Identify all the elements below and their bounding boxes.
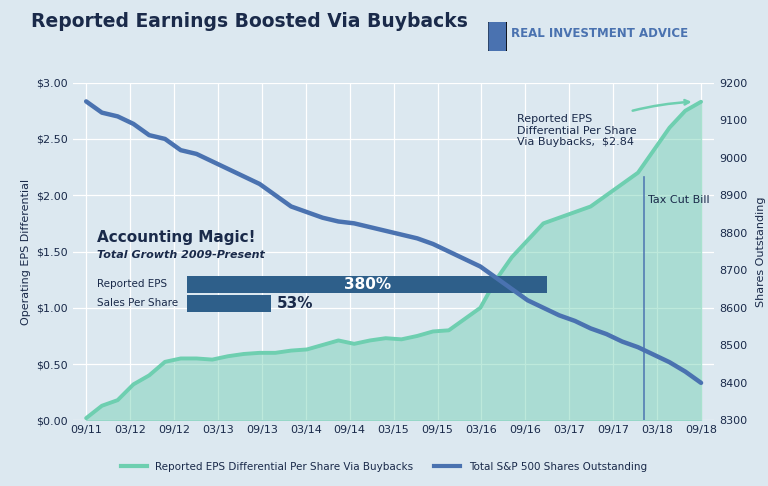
Text: Reported EPS: Reported EPS: [97, 279, 167, 289]
Text: REAL INVESTMENT ADVICE: REAL INVESTMENT ADVICE: [511, 27, 688, 40]
Y-axis label: Shares Outstanding: Shares Outstanding: [756, 196, 766, 307]
Text: Total Growth 2009-Present: Total Growth 2009-Present: [97, 250, 265, 260]
Text: Reported EPS
Differential Per Share
Via Buybacks,  $2.84: Reported EPS Differential Per Share Via …: [517, 100, 689, 147]
Legend: Reported EPS Differential Per Share Via Buybacks, Total S&P 500 Shares Outstandi: Reported EPS Differential Per Share Via …: [117, 458, 651, 476]
FancyBboxPatch shape: [488, 20, 507, 52]
Text: Reported Earnings Boosted Via Buybacks: Reported Earnings Boosted Via Buybacks: [31, 12, 468, 31]
Text: 53%: 53%: [277, 296, 313, 311]
Y-axis label: Operating EPS Differential: Operating EPS Differential: [21, 178, 31, 325]
Text: Tax Cut Bill: Tax Cut Bill: [648, 195, 710, 205]
Bar: [187, 276, 548, 293]
Text: 380%: 380%: [344, 277, 391, 292]
Text: Sales Per Share: Sales Per Share: [97, 298, 178, 308]
Bar: [187, 295, 270, 312]
Text: Accounting Magic!: Accounting Magic!: [97, 230, 256, 245]
